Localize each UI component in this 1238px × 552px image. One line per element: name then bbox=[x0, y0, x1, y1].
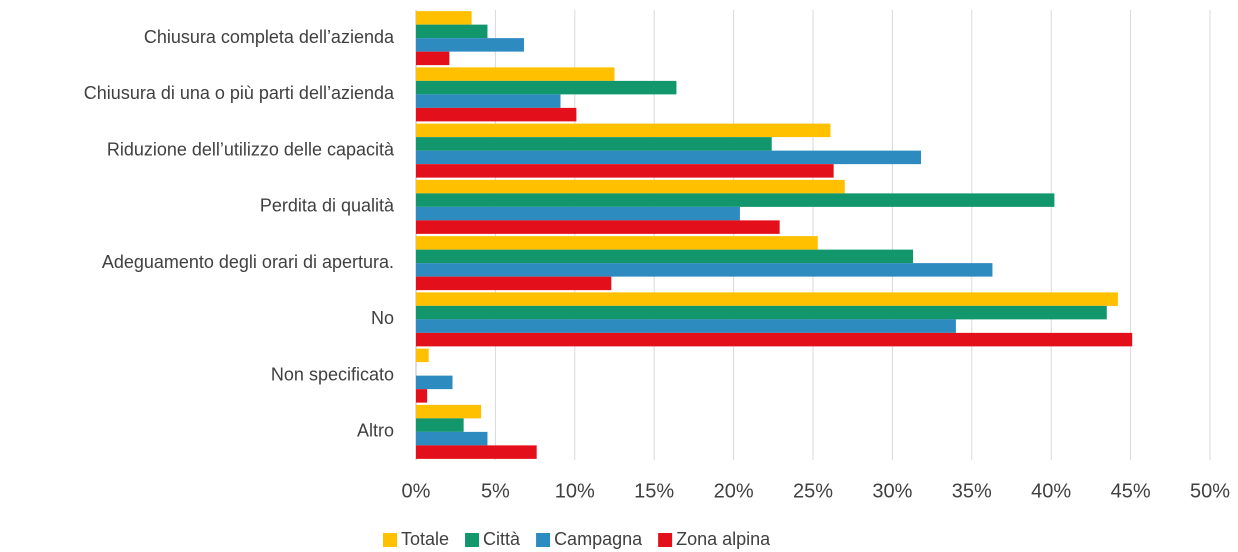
bar bbox=[416, 193, 1055, 207]
bar bbox=[416, 137, 772, 151]
x-tick-label: 15% bbox=[634, 480, 674, 502]
bar bbox=[416, 11, 472, 25]
bar bbox=[416, 445, 537, 459]
x-tick-label: 0% bbox=[402, 480, 431, 502]
legend-label: Totale bbox=[401, 529, 449, 549]
bar bbox=[416, 249, 914, 264]
bar bbox=[416, 94, 561, 108]
bar bbox=[416, 332, 1133, 347]
x-tick-label: 40% bbox=[1031, 480, 1071, 502]
bar bbox=[416, 276, 612, 291]
category-label: Chiusura completa dell’azienda bbox=[144, 27, 395, 47]
legend-label: Zona alpina bbox=[676, 529, 771, 549]
bar bbox=[416, 389, 428, 403]
x-tick-label: 25% bbox=[793, 480, 833, 502]
bar bbox=[416, 418, 464, 432]
legend-swatch bbox=[536, 533, 551, 547]
legend-swatch bbox=[658, 533, 673, 547]
legend-swatch bbox=[465, 533, 480, 547]
category-label: Chiusura di una o più parti dell’azienda bbox=[84, 83, 395, 103]
x-tick-label: 30% bbox=[872, 480, 912, 502]
bar bbox=[416, 220, 780, 234]
bar bbox=[416, 164, 834, 178]
category-label: Adeguamento degli orari di apertura. bbox=[102, 252, 394, 272]
bar bbox=[416, 123, 831, 138]
bar bbox=[416, 67, 615, 81]
x-tick-label: 50% bbox=[1190, 480, 1230, 502]
legend-label: Città bbox=[483, 529, 521, 549]
x-tick-label: 45% bbox=[1111, 480, 1151, 502]
bar bbox=[416, 431, 488, 446]
bar bbox=[416, 38, 524, 52]
bar bbox=[416, 150, 921, 165]
x-tick-label: 10% bbox=[555, 480, 595, 502]
bar bbox=[416, 51, 450, 66]
x-tick-label: 20% bbox=[714, 480, 754, 502]
bar bbox=[416, 80, 677, 95]
x-tick-label: 35% bbox=[952, 480, 992, 502]
bar bbox=[416, 206, 740, 221]
category-label: Non specificato bbox=[271, 364, 394, 384]
category-label: Perdita di qualità bbox=[260, 196, 395, 216]
category-label: No bbox=[371, 308, 394, 328]
x-tick-label: 5% bbox=[481, 480, 510, 502]
bar bbox=[416, 179, 845, 194]
bar bbox=[416, 236, 818, 250]
bar bbox=[416, 107, 577, 122]
bar bbox=[416, 375, 453, 390]
bar bbox=[416, 319, 956, 333]
bar bbox=[416, 24, 488, 39]
bar bbox=[416, 404, 482, 419]
category-label: Riduzione dell’utilizzo delle capacità bbox=[107, 139, 395, 159]
bar bbox=[416, 292, 1118, 306]
category-label: Altro bbox=[357, 421, 394, 441]
bar bbox=[416, 348, 429, 363]
bar bbox=[416, 305, 1107, 320]
legend-swatch bbox=[383, 533, 397, 547]
bar bbox=[416, 263, 993, 277]
legend-label: Campagna bbox=[554, 529, 643, 549]
